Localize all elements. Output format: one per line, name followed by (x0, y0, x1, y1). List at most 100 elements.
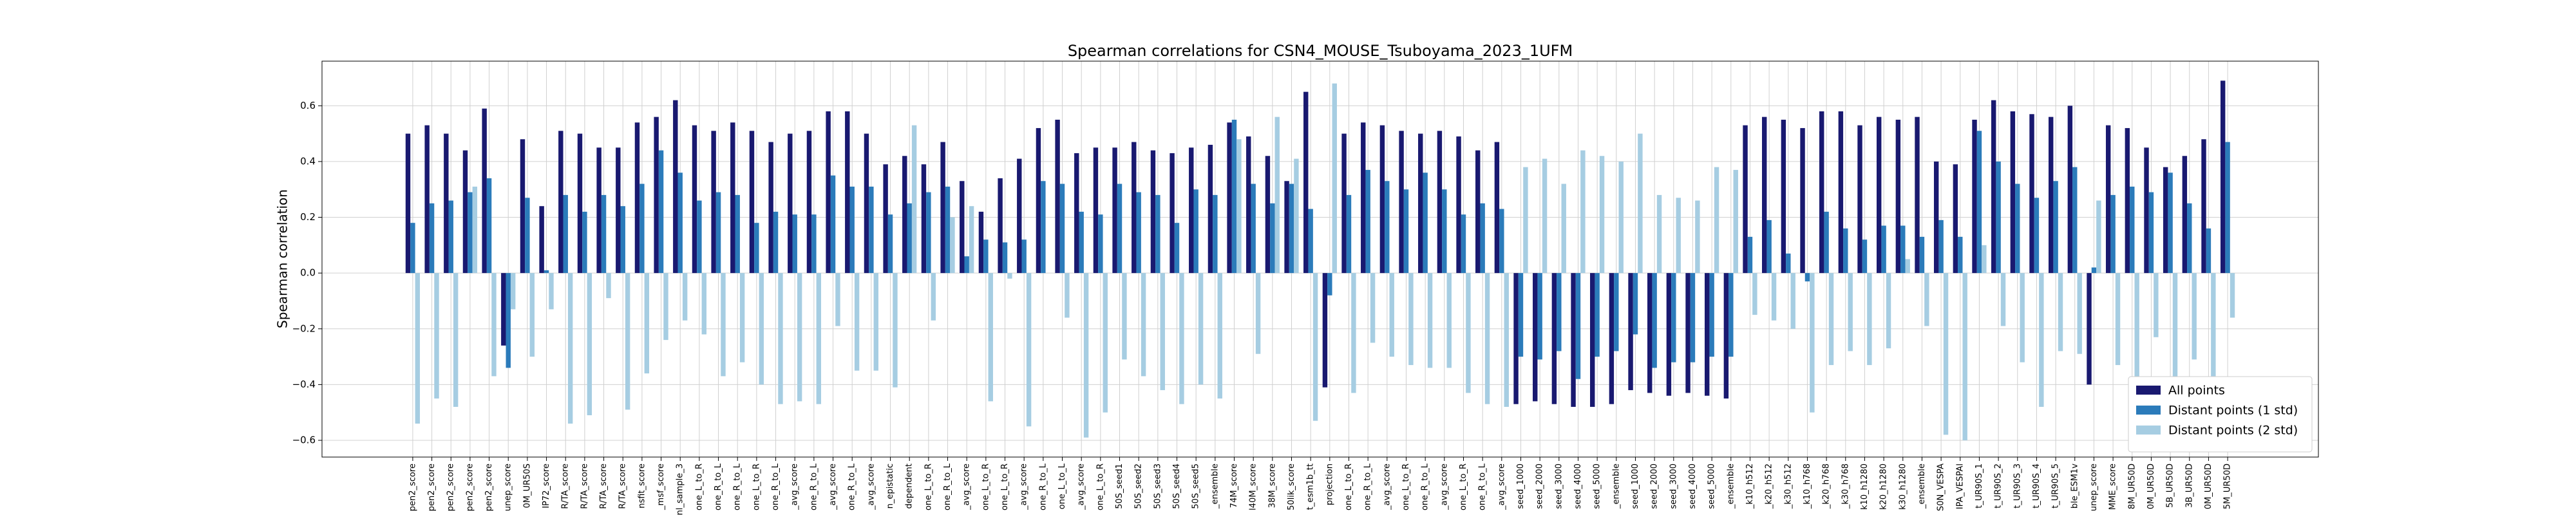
bar (682, 273, 688, 321)
x-tick-label: seed_3000 (1669, 464, 1678, 509)
bar (788, 133, 793, 274)
bar (1499, 209, 1504, 274)
bar (658, 150, 664, 274)
bar (816, 273, 821, 404)
bar (1122, 273, 1127, 360)
bar (911, 125, 917, 274)
bar (1551, 273, 1557, 404)
bar (1007, 273, 1012, 279)
bar (1370, 273, 1376, 343)
bar (1938, 220, 1944, 274)
bar (2201, 139, 2206, 274)
x-tick-label: t_esm1b_tt (1306, 464, 1316, 510)
x-tick-label: 50S_seed2 (1134, 464, 1144, 509)
y-tick-label: 0.6 (300, 100, 316, 111)
bar (1284, 181, 1289, 274)
bar (1900, 225, 1906, 274)
x-tick-label: IPA_VESPAl (1955, 464, 1965, 509)
bar (715, 192, 721, 274)
bar (950, 217, 955, 274)
bar (1456, 136, 1461, 274)
bar (2168, 173, 2173, 274)
bar (616, 147, 621, 274)
bar (2105, 125, 2111, 274)
bar (1361, 122, 1366, 274)
x-tick-label: one_L_to_R (1459, 464, 1468, 510)
bar (1002, 242, 1008, 274)
x-tick-label: _avg_score (1019, 464, 1029, 510)
bar (1179, 273, 1184, 404)
bar (415, 273, 421, 424)
bar (969, 206, 974, 274)
bar (1671, 273, 1676, 362)
x-tick-label: _k10_h768 (1803, 464, 1812, 509)
bar (1365, 169, 1370, 274)
bar (1504, 273, 1509, 407)
bar (1303, 91, 1309, 274)
bar (1227, 122, 1232, 274)
bar (1461, 214, 1466, 274)
x-tick-label: seed_1000 (1516, 464, 1526, 509)
bar (405, 133, 411, 274)
bar (1976, 131, 1982, 274)
bar (1614, 273, 1619, 351)
bar (2058, 273, 2063, 351)
bar (506, 273, 511, 368)
bar (549, 273, 554, 310)
bar (835, 273, 840, 326)
bar (2163, 167, 2168, 274)
bar (2192, 273, 2197, 360)
bar (2220, 80, 2226, 274)
bar (1943, 273, 1949, 435)
x-tick-label: 50S_seed3 (1153, 464, 1162, 509)
bar (1141, 273, 1146, 377)
bar (1150, 150, 1156, 274)
x-tick-label: _avg_score (962, 464, 972, 510)
bar (1079, 211, 1084, 274)
x-tick-label: pen2_score (408, 464, 417, 511)
bar (1065, 273, 1070, 318)
bar (887, 214, 893, 274)
bar (1017, 158, 1022, 274)
bar (1385, 181, 1390, 274)
bar (988, 273, 993, 402)
bar (448, 200, 453, 274)
bar (1895, 119, 1901, 274)
x-tick-label: one_R_to_L (1421, 463, 1430, 510)
bar (2211, 273, 2216, 377)
x-tick-label: t_UR90S_2 (1994, 464, 2003, 509)
bar (826, 111, 831, 274)
bar (1308, 209, 1313, 274)
bar (2187, 203, 2192, 274)
bar (1656, 194, 1662, 274)
legend-box (2128, 376, 2313, 453)
bar (558, 131, 564, 274)
bar (634, 122, 640, 274)
bar (2144, 147, 2149, 274)
bar (1442, 189, 1447, 274)
x-tick-label: R/TA_score (618, 464, 628, 509)
bar (806, 131, 812, 274)
legend-swatch (2136, 406, 2161, 415)
x-tick-label: _ensemble (1726, 464, 1736, 509)
bar (1838, 111, 1844, 274)
bar (1327, 273, 1332, 295)
x-tick-label: _k20_h768 (1822, 464, 1832, 509)
bar (1695, 200, 1700, 274)
bar (2000, 273, 2006, 326)
x-tick-label: one_L_to_R (1095, 464, 1105, 510)
bar (1705, 273, 1710, 396)
bar (1557, 273, 1562, 351)
x-tick-label: k10_h1280 (1860, 464, 1870, 510)
bar (1103, 273, 1108, 413)
bar (849, 186, 855, 274)
chart-title: Spearman correlations for CSN4_MOUSE_Tsu… (1068, 42, 1573, 60)
x-tick-label: one_R_to_L (809, 463, 819, 510)
bar (2172, 273, 2178, 382)
bar (1466, 273, 1471, 393)
bar (1523, 167, 1528, 274)
bar (1790, 273, 1795, 329)
x-tick-label: 5M_UR50D (2223, 464, 2233, 509)
bar (1714, 167, 1719, 274)
x-tick-label: one_L_to_L (1057, 463, 1067, 509)
